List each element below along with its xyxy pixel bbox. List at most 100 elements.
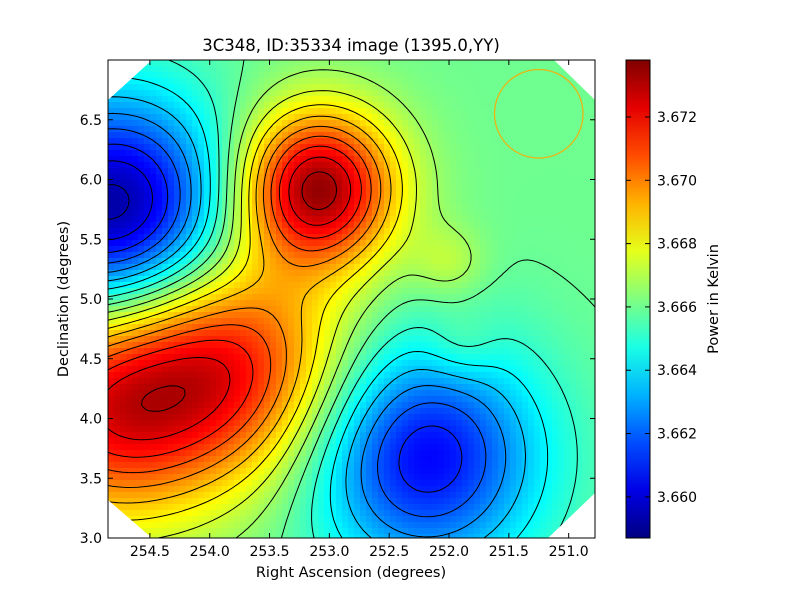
heatmap-cell (156, 360, 163, 367)
heatmap-cell (258, 78, 265, 85)
heatmap-cell (162, 318, 169, 325)
heatmap-cell (366, 192, 373, 199)
heatmap-cell (582, 84, 589, 91)
heatmap-cell (456, 324, 463, 331)
heatmap-cell (426, 312, 433, 319)
heatmap-cell (510, 300, 517, 307)
heatmap-cell (516, 312, 523, 319)
heatmap-cell (198, 114, 205, 121)
heatmap-cell (312, 402, 319, 409)
heatmap-cell (552, 288, 559, 295)
heatmap-cell (414, 282, 421, 289)
heatmap-cell (240, 348, 247, 355)
heatmap-cell (450, 216, 457, 223)
heatmap-cell (120, 174, 127, 181)
heatmap-cell (540, 168, 547, 175)
heatmap-cell (264, 162, 271, 169)
heatmap-cell (144, 282, 151, 289)
heatmap-cell (360, 408, 367, 415)
heatmap-cell (252, 228, 259, 235)
heatmap-cell (546, 294, 553, 301)
heatmap-cell (570, 168, 577, 175)
heatmap-cell (174, 276, 181, 283)
heatmap-cell (210, 84, 217, 91)
heatmap-cell (480, 396, 487, 403)
heatmap-cell (126, 150, 133, 157)
heatmap-cell (246, 408, 253, 415)
heatmap-cell (582, 120, 589, 127)
heatmap-cell (246, 300, 253, 307)
heatmap-cell (444, 330, 451, 337)
heatmap-cell (246, 168, 253, 175)
heatmap-cell (588, 378, 595, 385)
heatmap-cell (204, 96, 211, 103)
heatmap-cell (162, 384, 169, 391)
heatmap-cell (534, 168, 541, 175)
heatmap-cell (546, 300, 553, 307)
heatmap-cell (222, 294, 229, 301)
heatmap-cell (228, 198, 235, 205)
heatmap-cell (276, 402, 283, 409)
heatmap-cell (228, 396, 235, 403)
heatmap-cell (444, 390, 451, 397)
heatmap-cell (138, 312, 145, 319)
heatmap-cell (390, 180, 397, 187)
heatmap-cell (120, 150, 127, 157)
heatmap-cell (120, 96, 127, 103)
heatmap-cell (240, 372, 247, 379)
heatmap-cell (462, 150, 469, 157)
heatmap-cell (120, 378, 127, 385)
heatmap-cell (216, 396, 223, 403)
heatmap-cell (516, 96, 523, 103)
heatmap-cell (468, 198, 475, 205)
heatmap-cell (480, 126, 487, 133)
heatmap-cell (228, 342, 235, 349)
heatmap-cell (276, 336, 283, 343)
heatmap-cell (138, 348, 145, 355)
heatmap-cell (282, 198, 289, 205)
heatmap-cell (366, 264, 373, 271)
heatmap-cell (192, 276, 199, 283)
heatmap-cell (408, 348, 415, 355)
heatmap-cell (498, 210, 505, 217)
heatmap-cell (504, 372, 511, 379)
heatmap-cell (444, 372, 451, 379)
heatmap-cell (396, 318, 403, 325)
heatmap-cell (474, 174, 481, 181)
heatmap-cell (564, 306, 571, 313)
heatmap-cell (222, 90, 229, 97)
heatmap-cell (348, 336, 355, 343)
heatmap-cell (222, 378, 229, 385)
heatmap-cell (324, 366, 331, 373)
heatmap-cell (384, 396, 391, 403)
heatmap-cell (204, 342, 211, 349)
heatmap-cell (588, 132, 595, 139)
heatmap-cell (456, 162, 463, 169)
heatmap-cell (348, 222, 355, 229)
heatmap-cell (240, 276, 247, 283)
heatmap-cell (288, 78, 295, 85)
heatmap-cell (192, 264, 199, 271)
heatmap-cell (372, 216, 379, 223)
heatmap-cell (474, 150, 481, 157)
heatmap-cell (456, 180, 463, 187)
heatmap-cell (576, 270, 583, 277)
heatmap-cell (588, 390, 595, 397)
heatmap-cell (168, 102, 175, 109)
heatmap-cell (186, 252, 193, 259)
heatmap-cell (504, 318, 511, 325)
heatmap-cell (192, 324, 199, 331)
heatmap-cell (366, 384, 373, 391)
heatmap-cell (570, 336, 577, 343)
heatmap-cell (228, 276, 235, 283)
heatmap-cell (144, 156, 151, 163)
heatmap-cell (456, 216, 463, 223)
heatmap-cell (114, 162, 121, 169)
heatmap-cell (516, 144, 523, 151)
heatmap-cell (258, 222, 265, 229)
heatmap-cell (168, 378, 175, 385)
heatmap-cell (156, 330, 163, 337)
heatmap-cell (228, 300, 235, 307)
heatmap-cell (132, 390, 139, 397)
heatmap-cell (396, 342, 403, 349)
